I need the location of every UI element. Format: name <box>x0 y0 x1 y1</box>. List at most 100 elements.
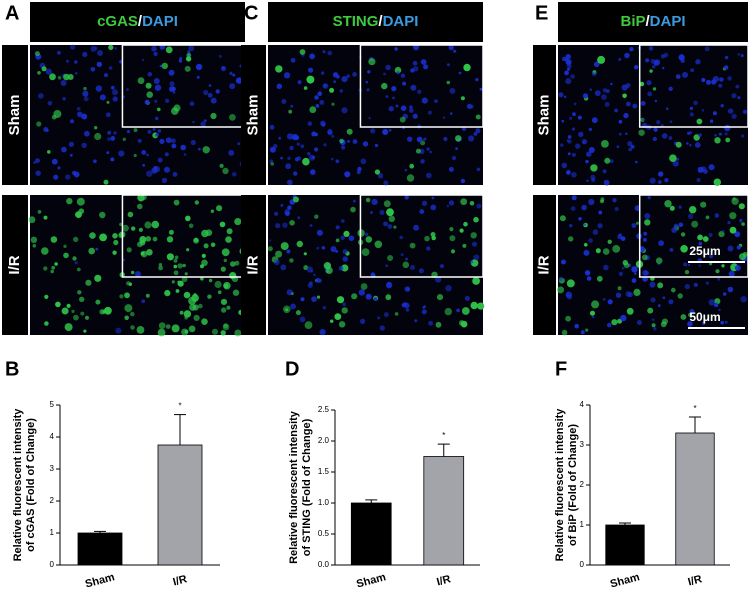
nucleus <box>307 121 313 126</box>
nucleus <box>717 277 721 281</box>
nucleus <box>560 143 564 147</box>
nucleus <box>476 167 481 172</box>
nucleus <box>682 71 688 78</box>
significance: * <box>442 431 445 440</box>
green-cell <box>94 132 102 141</box>
green-cell <box>50 236 58 243</box>
nucleus <box>147 72 153 77</box>
nucleus <box>280 156 283 160</box>
green-cell <box>477 302 485 310</box>
green-cell <box>705 215 710 220</box>
green-cell <box>54 262 58 266</box>
green-cell <box>73 236 79 243</box>
nucleus <box>300 297 305 302</box>
nucleus <box>107 137 111 141</box>
nucleus <box>665 107 669 110</box>
nucleus <box>656 120 661 125</box>
nucleus <box>624 52 630 59</box>
nucleus <box>320 71 325 75</box>
green-cell <box>283 305 291 314</box>
nucleus <box>689 144 692 147</box>
green-cell <box>230 261 236 267</box>
green-cell <box>232 289 240 296</box>
green-cell <box>559 215 566 222</box>
green-cell <box>351 293 358 300</box>
nucleus <box>632 103 638 109</box>
green-cell <box>600 199 604 204</box>
nucleus <box>442 116 446 119</box>
green-cell <box>108 44 114 51</box>
nucleus <box>740 54 744 58</box>
nucleus <box>47 100 53 106</box>
green-cell <box>183 310 192 318</box>
green-cell <box>330 319 334 323</box>
micrograph <box>30 195 245 335</box>
nucleus <box>567 135 572 139</box>
nucleus <box>286 133 294 140</box>
nucleus <box>570 206 576 212</box>
nucleus <box>423 64 429 70</box>
nucleus <box>269 239 272 242</box>
nucleus <box>155 116 159 121</box>
green-cell <box>63 244 67 248</box>
nucleus <box>57 166 61 170</box>
nucleus <box>704 46 710 52</box>
nucleus <box>683 262 688 267</box>
green-cell <box>383 200 391 208</box>
nucleus <box>377 173 384 179</box>
nucleus <box>708 299 715 306</box>
green-cell <box>460 96 465 101</box>
nucleus <box>585 159 589 164</box>
nucleus <box>410 84 417 91</box>
nucleus <box>111 85 115 90</box>
green-cell <box>55 301 61 308</box>
nucleus <box>402 81 407 86</box>
nucleus <box>342 302 346 307</box>
green-cell <box>617 286 622 291</box>
green-cell <box>220 266 226 272</box>
nucleus <box>370 128 376 134</box>
nucleus <box>701 77 706 83</box>
nucleus <box>282 222 288 228</box>
green-cell <box>219 163 224 168</box>
green-cell <box>280 242 289 251</box>
green-cell <box>341 307 348 314</box>
nucleus <box>634 65 639 70</box>
nucleus <box>571 195 577 201</box>
row-label-bar <box>241 195 266 335</box>
nucleus <box>601 94 607 100</box>
nucleus <box>56 50 61 55</box>
green-cell <box>41 247 49 255</box>
nucleus <box>581 204 587 211</box>
green-cell <box>83 329 87 333</box>
nucleus <box>61 146 67 153</box>
green-cell <box>122 224 129 232</box>
nucleus <box>740 296 747 303</box>
green-cell <box>151 220 160 229</box>
green-cell <box>79 296 85 302</box>
nucleus <box>737 53 741 56</box>
nucleus <box>321 246 326 250</box>
green-cell <box>51 114 57 120</box>
nucleus <box>157 157 163 163</box>
green-cell <box>568 236 574 242</box>
y-tick-label: 4 <box>580 400 585 409</box>
nucleus <box>644 213 651 219</box>
nucleus <box>286 289 293 296</box>
nucleus <box>218 54 222 58</box>
green-cell <box>207 294 212 299</box>
green-cell <box>385 294 392 301</box>
nucleus <box>151 167 158 174</box>
nucleus <box>620 314 627 322</box>
nucleus <box>614 108 618 113</box>
row-label-bar <box>533 45 556 185</box>
nucleus <box>453 49 457 53</box>
green-cell <box>306 75 315 84</box>
inset <box>359 44 484 128</box>
green-cell <box>201 318 208 326</box>
nucleus <box>561 119 565 123</box>
nucleus <box>82 51 88 58</box>
green-cell <box>655 257 663 265</box>
nucleus <box>314 132 318 137</box>
y-tick-label: 0 <box>580 560 585 569</box>
